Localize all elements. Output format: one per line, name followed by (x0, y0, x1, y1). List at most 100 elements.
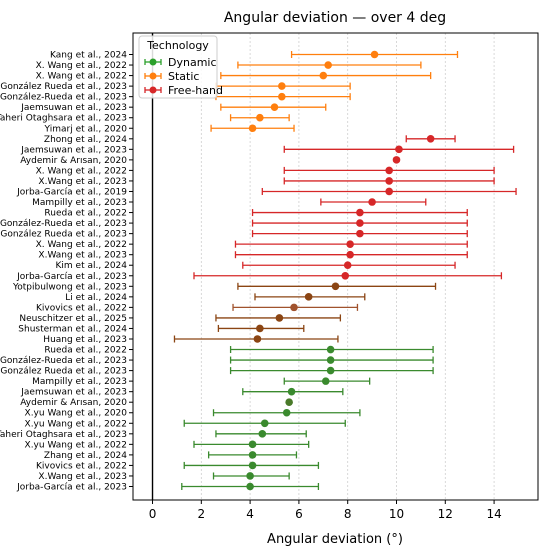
y-tick-label: Jorba-García et al., 2019 (16, 187, 127, 197)
y-tick-label: Huang et al., 2023 (43, 335, 127, 345)
data-point (248, 124, 257, 133)
data-point (260, 419, 269, 428)
data-point (426, 134, 435, 143)
plot-frame (132, 32, 539, 501)
data-point (324, 61, 332, 69)
y-tick-label: Mampilly et al., 2023 (32, 377, 127, 387)
x-tick-label: 12 (438, 507, 453, 521)
data-point (356, 219, 364, 227)
x-tick-label: 10 (389, 507, 404, 521)
y-tick-label: X.Wang et al., 2023 (38, 177, 127, 187)
y-tick-label: Taheri Otaghsara et al., 2023 (0, 430, 127, 440)
y-tick-label: Zhong et al., 2024 (44, 135, 127, 145)
x-axis-label: Angular deviation (°) (267, 532, 403, 547)
y-tick-label: X.yu Wang et al., 2022 (25, 419, 127, 429)
x-tick-label: 8 (344, 507, 352, 521)
data-point (282, 408, 291, 417)
data-point (395, 145, 403, 154)
y-tick-label: Shusterman et al., 2024 (18, 324, 127, 334)
y-tick-label: Rueda et al., 2022 (44, 346, 127, 356)
data-point (326, 356, 335, 364)
data-point (370, 50, 379, 59)
data-point (341, 271, 350, 280)
data-point (248, 451, 257, 459)
x-tick-label: 6 (295, 507, 303, 521)
y-tick-label: Jorba-García et al., 2023 (16, 483, 127, 493)
data-point (321, 377, 330, 385)
y-tick-label: Aydemir & Arısan, 2020 (20, 156, 127, 166)
data-point (385, 177, 393, 185)
data-point (346, 250, 354, 259)
data-point (253, 335, 262, 343)
data-point (256, 113, 264, 122)
y-tick-label: Kivovics et al., 2022 (36, 461, 127, 471)
data-point (248, 440, 257, 449)
legend-marker-dot (149, 58, 157, 66)
y-tick-label: Kang et al., 2024 (50, 51, 127, 61)
y-tick-label: Aydemir & Arısan, 2020 (20, 398, 127, 408)
data-point (248, 461, 257, 470)
y-tick-label: X. Wang et al., 2022 (36, 72, 127, 82)
data-point (385, 166, 393, 175)
data-point (346, 240, 354, 248)
legend-box (138, 35, 218, 99)
data-point (319, 71, 328, 80)
data-point (368, 198, 376, 206)
data-point (385, 187, 393, 196)
data-point (246, 482, 254, 491)
y-tick-label: Kim et al., 2024 (56, 261, 128, 271)
data-point (392, 156, 401, 164)
data-point (256, 324, 264, 333)
y-tick-label: González Rueda et al., 2023 (0, 367, 127, 377)
legend-entry-label: Free-hand (168, 84, 223, 97)
legend-marker-dot (149, 86, 157, 94)
data-point (326, 366, 335, 375)
y-tick-label: X. Wang et al., 2022 (36, 240, 127, 250)
data-point (258, 430, 267, 438)
chart-title: Angular deviation — over 4 deg (224, 10, 446, 26)
legend-title: Technology (146, 39, 209, 52)
x-tick-label: 0 (149, 507, 157, 521)
data-point (356, 208, 364, 217)
y-tick-label: González Rueda et al., 2023 (0, 230, 127, 240)
y-tick-label: X.Wang et al., 2023 (38, 472, 127, 482)
data-point (304, 293, 313, 301)
legend-marker-dot (149, 72, 157, 80)
data-point (278, 82, 286, 90)
y-tick-label: X. Wang et al., 2022 (36, 61, 127, 71)
y-tick-label: Jaemsuwan et al., 2023 (20, 145, 127, 155)
y-tick-label: Neuschitzer et al., 2025 (19, 314, 127, 324)
data-point (285, 398, 293, 407)
data-point (246, 472, 254, 480)
data-point (287, 387, 296, 396)
data-point (356, 229, 364, 238)
x-tick-label: 4 (246, 507, 254, 521)
y-tick-label: González Rueda et al., 2023 (0, 82, 127, 92)
y-tick-label: Taheri Otaghsara et al., 2023 (0, 114, 127, 124)
y-tick-label: Jaemsuwan et al., 2023 (20, 388, 127, 398)
x-tick-label: 14 (486, 507, 501, 521)
data-point (326, 345, 335, 354)
data-point (343, 261, 352, 270)
y-tick-label: Jaemsuwan et al., 2023 (20, 103, 127, 113)
y-tick-label: Rueda et al., 2022 (44, 209, 127, 219)
y-tick-label: Mampilly et al., 2023 (32, 198, 127, 208)
y-tick-label: Zhang et al., 2024 (44, 451, 127, 461)
legend-entry-label: Dynamic (168, 56, 217, 69)
y-tick-label: Yimarj et al., 2020 (44, 124, 128, 134)
y-tick-label: González-Rueda et al., 2023 (0, 356, 127, 366)
legend-entry-label: Static (168, 70, 199, 83)
y-tick-label: X.yu Wang et al., 2020 (25, 409, 128, 419)
y-tick-label: González-Rueda et al., 2023 (0, 219, 127, 229)
y-tick-label: Li et al., 2024 (65, 293, 127, 303)
y-tick-label: Kivovics et al., 2022 (36, 303, 127, 313)
y-tick-label: González-Rueda et al., 2023 (0, 93, 127, 103)
x-tick-label: 2 (197, 507, 205, 521)
y-tick-label: Yotpibulwong et al., 2023 (12, 282, 127, 292)
y-tick-label: X.yu Wang et al., 2022 (25, 440, 127, 450)
data-point (278, 92, 286, 101)
